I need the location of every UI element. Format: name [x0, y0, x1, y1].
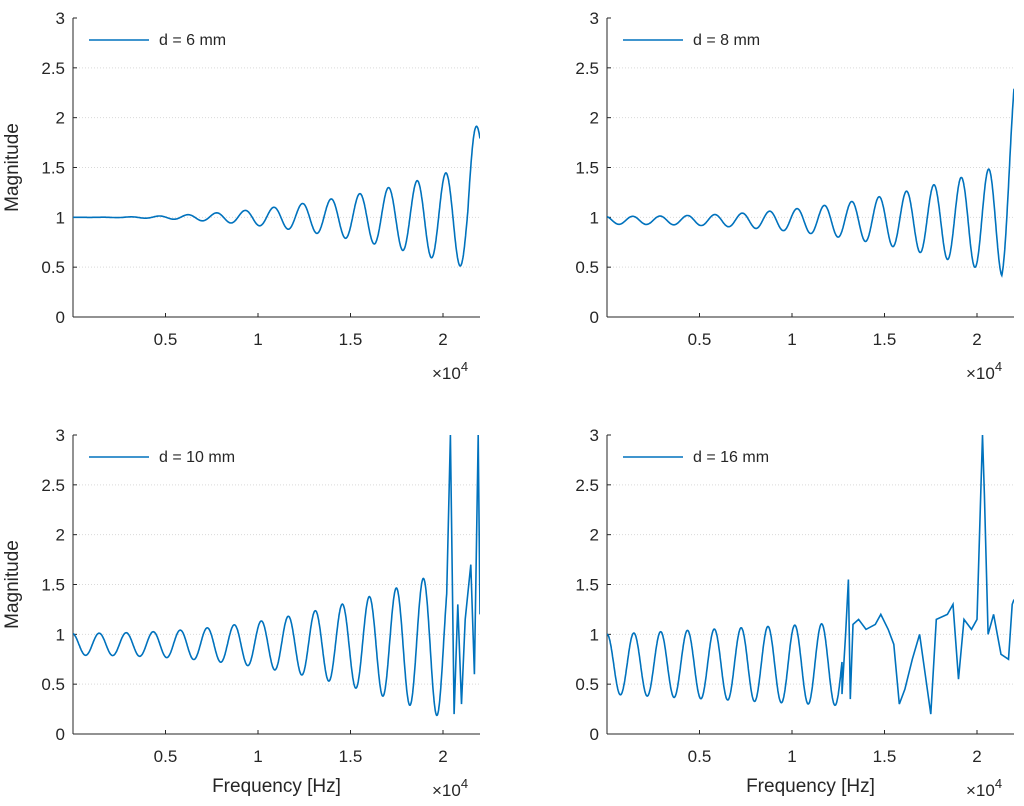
y-tick-label: 0.5 — [41, 258, 65, 277]
chart-panel-3: 0 0.5 1 1.5 2 2.5 3 0.5 1 1.5 2 ×104 Magnitude Freque… — [2, 426, 480, 800]
legend-label: d = 8 mm — [693, 32, 760, 49]
y-tick-label: 2.5 — [575, 59, 599, 78]
series-line — [607, 88, 1014, 278]
x-axis-label: Frequency [Hz] — [212, 776, 341, 797]
x-tick-label: 2 — [972, 747, 981, 766]
y-tick-label: 0 — [590, 725, 599, 744]
x-axis-label: Frequency [Hz] — [746, 776, 875, 797]
y-tick-label: 0 — [56, 308, 65, 327]
y-tick-label: 3 — [56, 9, 65, 28]
y-tick-label: 1 — [56, 625, 65, 644]
chart-panel-1: 0 0.5 1 1.5 2 2.5 3 0.5 1 1.5 2 ×104 Magnitude d = 6 … — [2, 9, 480, 383]
y-tick-label: 1 — [590, 625, 599, 644]
x-exponent-power: 4 — [461, 776, 468, 791]
x-tick-label: 1.5 — [339, 747, 363, 766]
x-exponent-label: ×104 — [966, 359, 1002, 383]
y-axis-label: Magnitude — [2, 123, 23, 212]
x-tick-label: 1 — [253, 747, 262, 766]
y-axis-label: Magnitude — [2, 540, 23, 629]
x-tick-label: 1.5 — [873, 747, 897, 766]
x-exponent-power: 4 — [995, 359, 1002, 374]
y-tick-label: 2.5 — [41, 476, 65, 495]
y-tick-label: 1.5 — [575, 576, 599, 595]
y-tick-label: 1 — [56, 208, 65, 227]
legend: d = 8 mm — [623, 32, 760, 49]
x-tick-label: 2 — [438, 330, 447, 349]
y-tick-label: 2 — [56, 526, 65, 545]
x-tick-label: 0.5 — [154, 330, 178, 349]
legend: d = 10 mm — [89, 449, 235, 466]
x-exponent-label: ×104 — [432, 359, 468, 383]
y-tick-label: 1 — [590, 208, 599, 227]
x-tick-label: 1 — [787, 330, 796, 349]
y-tick-label: 0.5 — [575, 258, 599, 277]
legend-label: d = 16 mm — [693, 449, 769, 466]
x-exponent-power: 4 — [995, 776, 1002, 791]
x-tick-label: 1 — [787, 747, 796, 766]
y-tick-label: 3 — [56, 426, 65, 445]
y-tick-label: 0 — [56, 725, 65, 744]
series-line — [73, 435, 480, 717]
legend: d = 6 mm — [89, 32, 226, 49]
y-tick-label: 3 — [590, 426, 599, 445]
x-tick-label: 2 — [972, 330, 981, 349]
x-tick-label: 0.5 — [688, 747, 712, 766]
x-tick-label: 0.5 — [154, 747, 178, 766]
y-tick-label: 1.5 — [41, 159, 65, 178]
y-tick-label: 2.5 — [575, 476, 599, 495]
legend-label: d = 6 mm — [159, 32, 226, 49]
series-line — [607, 435, 1014, 715]
y-tick-label: 2 — [590, 526, 599, 545]
x-exponent-power: 4 — [461, 359, 468, 374]
y-tick-label: 2.5 — [41, 59, 65, 78]
legend: d = 16 mm — [623, 449, 769, 466]
y-tick-label: 2 — [590, 109, 599, 128]
chart-panel-2: 0 0.5 1 1.5 2 2.5 3 0.5 1 1.5 2 ×104 d = 8 mm — [575, 9, 1014, 383]
legend-label: d = 10 mm — [159, 449, 235, 466]
x-exponent-label: ×104 — [432, 776, 468, 800]
y-tick-label: 0.5 — [41, 675, 65, 694]
x-tick-label: 0.5 — [688, 330, 712, 349]
series-line — [73, 125, 480, 267]
y-tick-label: 1.5 — [41, 576, 65, 595]
y-tick-label: 0.5 — [575, 675, 599, 694]
y-tick-label: 2 — [56, 109, 65, 128]
x-tick-label: 1.5 — [339, 330, 363, 349]
x-tick-label: 2 — [438, 747, 447, 766]
y-tick-label: 1.5 — [575, 159, 599, 178]
x-tick-label: 1.5 — [873, 330, 897, 349]
y-tick-label: 3 — [590, 9, 599, 28]
y-tick-label: 0 — [590, 308, 599, 327]
chart-panel-4: 0 0.5 1 1.5 2 2.5 3 0.5 1 1.5 2 ×104 Frequency [Hz] d… — [575, 426, 1014, 800]
x-tick-label: 1 — [253, 330, 262, 349]
x-exponent-label: ×104 — [966, 776, 1002, 800]
